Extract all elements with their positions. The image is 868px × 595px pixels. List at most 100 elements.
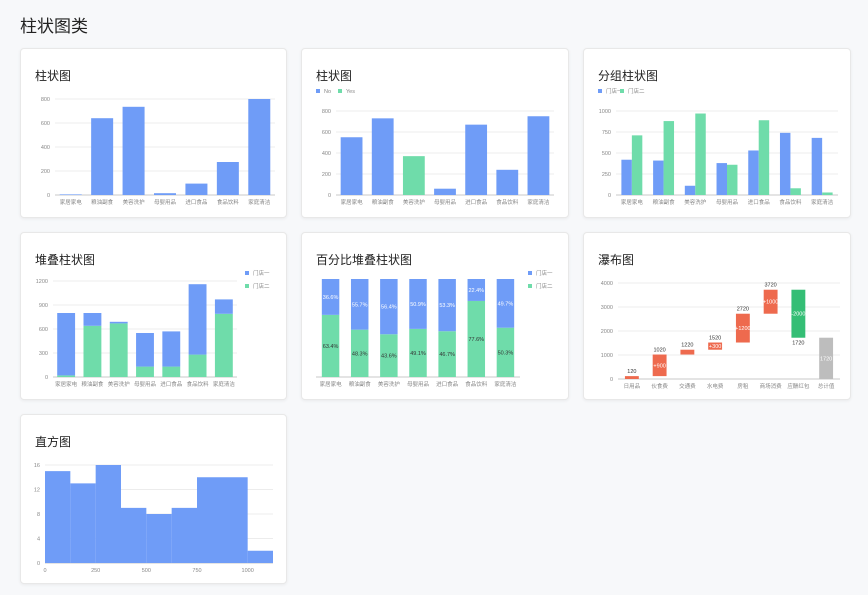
card-title: 柱状图 bbox=[316, 69, 353, 83]
bar bbox=[402, 156, 425, 195]
y-tick-label: 8 bbox=[37, 512, 40, 518]
data-label: 3720 bbox=[765, 283, 777, 289]
bar bbox=[496, 169, 519, 195]
bar-segment bbox=[188, 284, 207, 355]
card-title: 柱状图 bbox=[35, 69, 72, 83]
data-label: 36.6% bbox=[323, 295, 339, 301]
y-tick-label: 0 bbox=[610, 377, 613, 383]
chart-card-percent-stacked-bar: 百分比堆叠柱状图 门店一 门店二 家居家电 粮油副食 美容洗护 母婴用品 进口食品 食品饮料家… bbox=[301, 232, 569, 400]
data-label: 77.6% bbox=[468, 337, 484, 343]
y-tick-label: 0 bbox=[328, 193, 331, 199]
bar-segment bbox=[109, 321, 128, 324]
x-tick-label: 250 bbox=[91, 568, 100, 574]
y-tick-label: 0 bbox=[37, 561, 40, 567]
bar-segment bbox=[83, 325, 102, 377]
bar bbox=[653, 160, 664, 195]
waterfall-bar bbox=[763, 289, 778, 314]
legend-marker bbox=[245, 271, 249, 275]
histogram-bin bbox=[171, 507, 197, 563]
bar bbox=[727, 164, 738, 195]
x-tick-label: 粮油副食 bbox=[349, 380, 372, 388]
x-tick-label: 粮油副食 bbox=[372, 198, 395, 206]
page-title: 柱状图类 bbox=[20, 17, 88, 36]
bar bbox=[154, 193, 176, 195]
legend-label: 门店一 bbox=[536, 269, 553, 277]
data-label: 120 bbox=[627, 369, 636, 375]
legend-label: No bbox=[324, 89, 331, 95]
data-label: 49.1% bbox=[410, 351, 426, 357]
x-tick-label: 1000 bbox=[242, 568, 254, 574]
y-tick-label: 400 bbox=[41, 145, 50, 151]
bar bbox=[59, 194, 82, 195]
x-tick-label: 母婴用品 bbox=[434, 199, 457, 206]
bar bbox=[684, 185, 696, 195]
legend-label: Yes bbox=[346, 89, 355, 95]
x-tick-label: 进口食品 bbox=[465, 198, 488, 206]
x-tick-label: 家庭清洁 bbox=[248, 198, 271, 206]
bar-segment bbox=[321, 279, 340, 315]
legend-label: 门店一 bbox=[606, 87, 623, 95]
data-label: -2000 bbox=[791, 312, 805, 318]
data-label: 1520 bbox=[709, 336, 721, 342]
histogram-bin bbox=[247, 550, 273, 563]
histogram-bin bbox=[70, 483, 96, 563]
x-tick-label: 美容洗护 bbox=[403, 198, 426, 206]
x-tick-label: 家居家电 bbox=[320, 380, 343, 388]
x-tick-label: 粮油副食 bbox=[653, 198, 676, 206]
legend-label: 门店二 bbox=[253, 282, 270, 290]
waterfall-chart: 0 1000 2000 3000 4000 日用品 伙食费 交通费 水电费 房租 商场消费 应酬红包总… bbox=[601, 281, 840, 390]
bar bbox=[91, 118, 114, 195]
x-tick-label: 母婴用品 bbox=[407, 381, 430, 388]
bar-segment bbox=[188, 354, 207, 377]
y-tick-label: 400 bbox=[322, 151, 331, 157]
histogram-bin bbox=[121, 507, 147, 563]
x-tick-label: 家庭清洁 bbox=[811, 198, 834, 206]
card-title: 瀑布图 bbox=[598, 253, 635, 267]
bar bbox=[748, 150, 759, 195]
bar bbox=[790, 188, 801, 195]
data-label: +900 bbox=[653, 363, 665, 369]
x-tick-label: 食品饮料 bbox=[465, 380, 488, 388]
y-tick-label: 600 bbox=[322, 130, 331, 136]
bar-segment bbox=[496, 279, 515, 328]
y-tick-label: 16 bbox=[34, 463, 40, 469]
y-tick-label: 200 bbox=[41, 169, 50, 175]
bar-segment bbox=[83, 313, 102, 326]
y-tick-label: 12 bbox=[34, 488, 40, 494]
y-tick-label: 200 bbox=[322, 172, 331, 178]
y-tick-label: 4000 bbox=[601, 281, 613, 287]
legend-marker bbox=[316, 89, 320, 93]
bar bbox=[811, 137, 823, 195]
histogram-bin bbox=[146, 514, 172, 563]
histogram-bin bbox=[95, 465, 121, 563]
y-tick-label: 500 bbox=[602, 151, 611, 157]
bar bbox=[716, 163, 727, 195]
bar bbox=[340, 137, 363, 195]
x-tick-label: 进口食品 bbox=[436, 380, 459, 388]
bar-segment bbox=[467, 279, 486, 301]
x-tick-label: 伙食费 bbox=[651, 382, 668, 390]
bar bbox=[122, 106, 145, 195]
y-tick-label: 900 bbox=[39, 303, 48, 309]
data-label: 1220 bbox=[681, 343, 693, 349]
legend-marker bbox=[338, 89, 342, 93]
legend-marker bbox=[528, 284, 532, 288]
x-tick-label: 美容洗护 bbox=[378, 380, 401, 388]
legend-marker bbox=[598, 89, 602, 93]
y-tick-label: 750 bbox=[602, 130, 611, 136]
x-tick-label: 粮油副食 bbox=[91, 198, 114, 206]
x-tick-label: 水电费 bbox=[707, 382, 724, 390]
y-tick-label: 800 bbox=[41, 97, 50, 103]
x-tick-label: 美容洗护 bbox=[684, 198, 707, 206]
bar-segment bbox=[350, 279, 369, 330]
data-label: 43.6% bbox=[381, 354, 397, 360]
y-tick-label: 0 bbox=[47, 193, 50, 199]
bar bbox=[371, 118, 394, 195]
bar-segment bbox=[380, 279, 398, 335]
x-tick-label: 食品饮料 bbox=[496, 198, 519, 206]
bar bbox=[621, 159, 632, 195]
y-tick-label: 0 bbox=[608, 193, 611, 199]
y-tick-label: 1200 bbox=[36, 279, 48, 285]
bar-segment bbox=[136, 366, 154, 377]
